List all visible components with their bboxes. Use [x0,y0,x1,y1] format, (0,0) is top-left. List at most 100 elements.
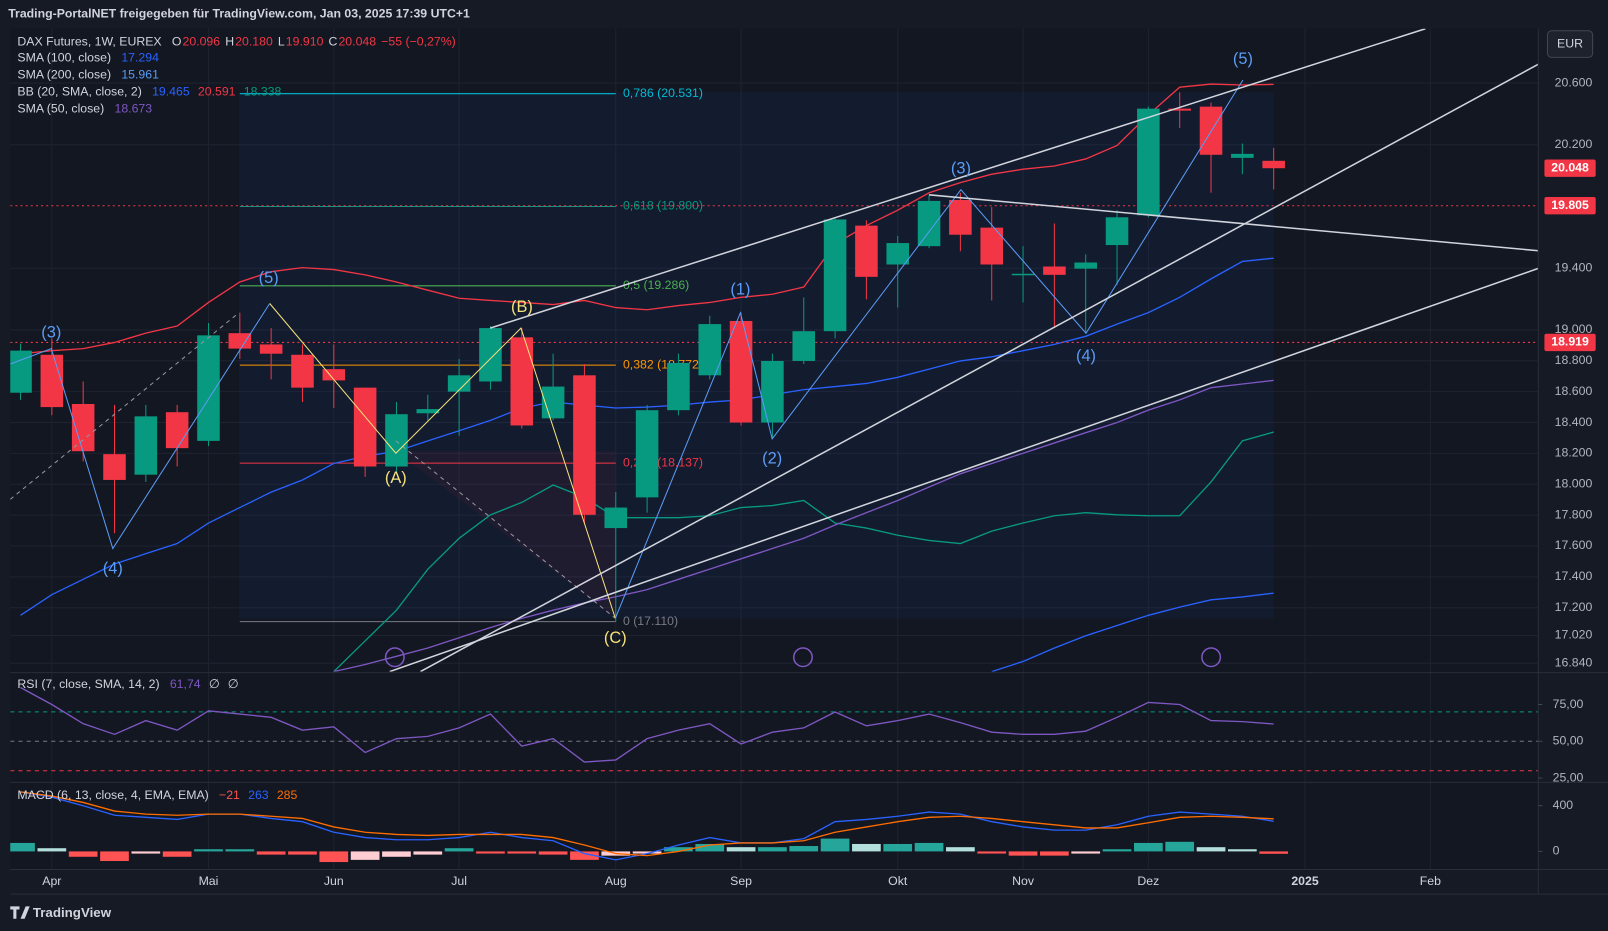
indicator-line [991,592,1274,672]
candle-body [604,507,628,529]
candle-body [447,375,471,392]
legend-text: 19.910 [286,34,324,48]
candle-body [855,225,878,277]
x-tick-label: Dez [1137,874,1159,888]
indicators [10,83,1539,672]
currency-button[interactable] [1546,30,1594,58]
wave-label: (3) [951,160,971,178]
candle-body [510,337,534,426]
event-icon[interactable] [792,647,813,668]
y-tick-label: 50,00 [1553,734,1584,748]
histogram-bar [726,847,756,852]
legend-text: H [225,34,234,48]
x-tick-label: 2025 [1291,874,1319,888]
y-tick-label: 17.020 [1555,628,1593,642]
candle-body [1105,217,1129,246]
histogram-bar [977,851,1007,854]
histogram-bar [68,851,98,857]
y-tick-label: 17.400 [1555,569,1593,583]
fib-label: 0,786 (20.531) [623,86,703,100]
candle-body [917,200,941,247]
indicator-line [333,379,1274,672]
legend-text: C [329,34,338,48]
wave-label: (2) [762,450,782,468]
y-tick-label: 25,00 [1553,770,1584,784]
legend-text: 20.180 [235,34,273,48]
trend-line [929,194,1539,252]
signal-line [20,791,1274,857]
histogram-bar [1259,851,1289,854]
fib-label: 0,236 (18.137) [623,455,703,469]
legend-text: ∅ [228,677,239,691]
wave-labels: (3) (4) (5) (B) (A) (C) (1) (2) (3) (4) (5) [41,50,1253,647]
candle-body [416,409,440,414]
candle-body [71,404,95,452]
candle-body [792,331,816,361]
candle-body [761,360,784,423]
legend-text: 61,74 [170,677,201,691]
histogram-bar [350,851,380,860]
fib-area [238,92,1274,619]
histogram-bar [1040,851,1069,856]
candle-body [886,243,910,265]
candle-body [134,416,158,475]
separators [10,28,1608,895]
trend-line [420,63,1539,672]
histogram-bar [256,851,286,855]
y-tick-label: 20.600 [1555,75,1593,89]
candle-body [259,344,283,354]
macd-pane [10,791,1289,863]
histogram-bar [883,843,913,852]
wave-line [269,303,616,619]
wave-label: (4) [1076,347,1096,365]
candle-body [1168,108,1191,111]
y-tick-label: 19.000 [1555,322,1593,336]
rsi-line [20,686,1274,763]
event-icon[interactable] [384,647,405,668]
histogram-bar [476,851,505,854]
histogram-bar [1165,841,1195,852]
trend-line [389,267,1539,672]
x-tick-label: Aug [605,874,627,888]
candle-body [729,320,753,423]
header-text: Trading-PortalNET freigegeben für Tradin… [8,7,470,21]
histogram-bar [162,851,192,857]
histogram-bar [382,851,411,857]
logo-text: TradingView [33,905,112,920]
candle-body [1262,160,1285,169]
currency[interactable]: EUR [1557,36,1583,50]
wave-label: (1) [730,280,750,298]
legend-text: SMA (100, close) [17,51,111,65]
histogram-bar [319,851,349,863]
candle-body [479,328,502,382]
price-badge-label: 19.805 [1551,198,1589,212]
candle-body [573,375,596,515]
rsi-pane [10,686,1539,772]
y-tick-label: 20.200 [1555,137,1593,151]
histogram-bar [1071,851,1101,854]
legend-text: 20.096 [183,34,221,48]
y-tick-label: 19.400 [1555,260,1593,274]
histogram-bar [852,843,881,852]
x-tick-label: Okt [888,874,908,888]
wave-label: (3) [41,324,61,342]
candle-body [40,354,64,408]
x-tick-label: Apr [42,874,61,888]
legend-text: L [278,34,285,48]
histogram-bar [100,851,129,862]
histogram-bar [1102,849,1132,852]
y-tick-label: 18.800 [1555,353,1593,367]
histogram-bar [37,848,67,852]
candle-body [949,200,972,235]
logo-icon [10,906,30,919]
wave-label: (4) [103,559,123,577]
histogram-bar [695,843,725,852]
histogram-bar [820,838,850,852]
y-tick-label: 18.200 [1555,446,1593,460]
candle-body [1043,266,1066,275]
event-icon[interactable] [1201,647,1222,668]
y-tick-label: 17.200 [1555,600,1593,614]
x-tick-label: Feb [1420,874,1441,888]
